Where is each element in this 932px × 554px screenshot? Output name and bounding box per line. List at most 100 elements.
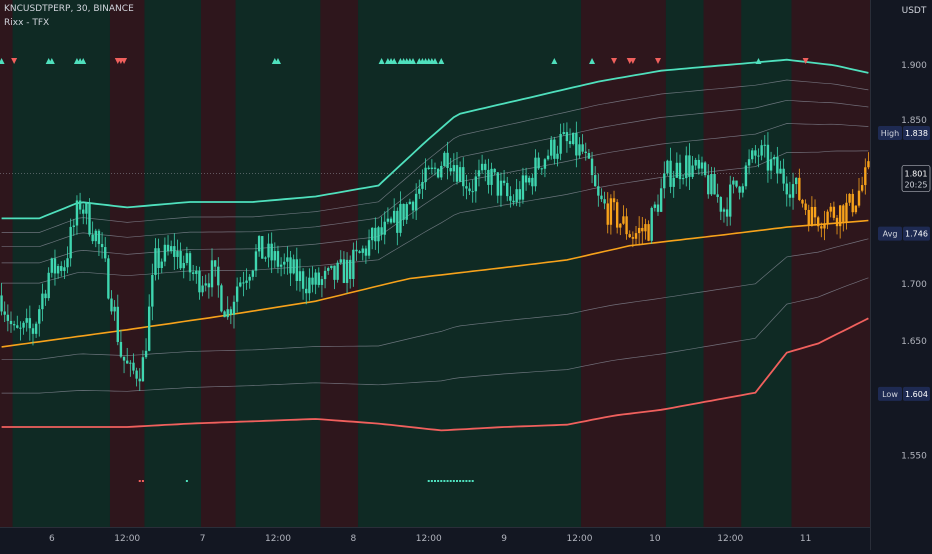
bottom-signal-dot — [459, 480, 462, 482]
candle-body — [286, 257, 289, 262]
candle-body — [502, 180, 506, 183]
candle-body — [546, 155, 550, 160]
candle-body — [207, 283, 211, 288]
bar-countdown: 20:25 — [904, 181, 927, 190]
candle-body — [823, 223, 826, 229]
buy-signal-marker — [48, 58, 55, 64]
candle-body — [543, 159, 547, 169]
candle-body — [317, 272, 320, 285]
symbol-title[interactable]: KNCUSDTPERP, 30, BINANCE — [4, 4, 134, 14]
candle-body — [163, 244, 167, 262]
candle-body — [195, 270, 198, 274]
bull-zone — [665, 0, 707, 527]
sell-signal-marker — [629, 58, 636, 64]
candle-body — [691, 165, 694, 177]
candle-body — [235, 286, 239, 302]
high-tag-value: 1.838 — [905, 129, 928, 138]
candle-body — [515, 189, 518, 203]
avg-tag-label: Avg — [883, 230, 898, 239]
high-tag-label-bg — [878, 126, 902, 141]
candle-body — [6, 314, 10, 321]
candle-body — [50, 258, 54, 273]
avg-tag-value: 1.746 — [905, 230, 928, 239]
candle-body — [832, 206, 836, 218]
candle-body — [201, 285, 204, 293]
buy-signal-marker — [391, 58, 398, 64]
bear-zone — [791, 0, 870, 527]
bottom-signal-dot — [141, 480, 144, 482]
bottom-signal-dot — [449, 480, 452, 482]
candle-body — [631, 237, 635, 239]
candle-body — [622, 216, 625, 224]
candle-body — [75, 200, 79, 226]
candle-body — [254, 251, 258, 271]
candle-body — [88, 203, 91, 235]
candle-body — [584, 151, 587, 154]
buy-signal-marker — [551, 58, 558, 64]
candle-body — [729, 184, 732, 217]
candle-body — [521, 175, 525, 200]
price-axis-panel[interactable] — [870, 0, 932, 550]
candle-body — [864, 167, 867, 186]
candle-body — [270, 243, 273, 261]
candle-body — [283, 261, 286, 265]
candle-body — [452, 165, 456, 172]
candle-body — [707, 175, 710, 195]
candle-body — [169, 246, 173, 252]
currency-label: USDT — [902, 6, 927, 16]
candle-body — [157, 248, 160, 269]
low-tag-value-bg — [903, 386, 930, 401]
candle-body — [672, 177, 675, 187]
candle-body — [19, 327, 22, 329]
candle-body — [330, 265, 333, 269]
bear-zone — [581, 0, 669, 527]
candle-body — [477, 170, 481, 177]
indicator-title[interactable]: Rixx - TFX — [4, 18, 50, 28]
candle-body — [458, 167, 462, 182]
y-tick-label: 1.700 — [901, 280, 927, 290]
candle-body — [85, 203, 88, 214]
candle-body — [173, 246, 176, 257]
time-axis-panel[interactable] — [0, 527, 870, 550]
candle-body — [176, 251, 179, 257]
candle-body — [427, 167, 430, 169]
candle-body — [129, 362, 132, 364]
candle-body — [496, 172, 500, 196]
candle-body — [53, 258, 57, 274]
inner-band-3 — [1, 150, 869, 284]
candle-body — [97, 230, 101, 244]
candle-body — [553, 139, 556, 159]
candle-body — [188, 253, 192, 273]
candle-body — [336, 262, 339, 280]
candle-body — [132, 362, 135, 371]
candle-body — [104, 247, 107, 259]
candle-body — [813, 206, 817, 218]
candle-body — [782, 168, 785, 184]
candle-body — [251, 270, 255, 277]
candle-body — [424, 167, 427, 183]
candle-body — [581, 144, 584, 152]
candle-body — [242, 282, 245, 284]
candle-body — [848, 193, 851, 203]
candle-body — [396, 210, 399, 233]
candle-body — [292, 259, 295, 274]
candle-body — [619, 223, 622, 228]
sell-signal-marker — [611, 58, 618, 64]
candle-body — [333, 265, 336, 280]
buy-signal-marker — [755, 58, 762, 64]
bottom-signal-dot — [185, 480, 188, 482]
candle-body — [769, 159, 773, 171]
candle-body — [345, 259, 349, 283]
candle-body — [421, 182, 424, 189]
candle-body — [138, 378, 141, 382]
candle-body — [210, 260, 214, 288]
candle-body — [572, 132, 575, 145]
candle-body — [430, 167, 434, 169]
bull-zone — [741, 0, 795, 527]
candle-body — [107, 258, 110, 299]
candle-body — [550, 139, 553, 156]
candle-body — [842, 205, 845, 222]
candle-body — [31, 328, 35, 334]
